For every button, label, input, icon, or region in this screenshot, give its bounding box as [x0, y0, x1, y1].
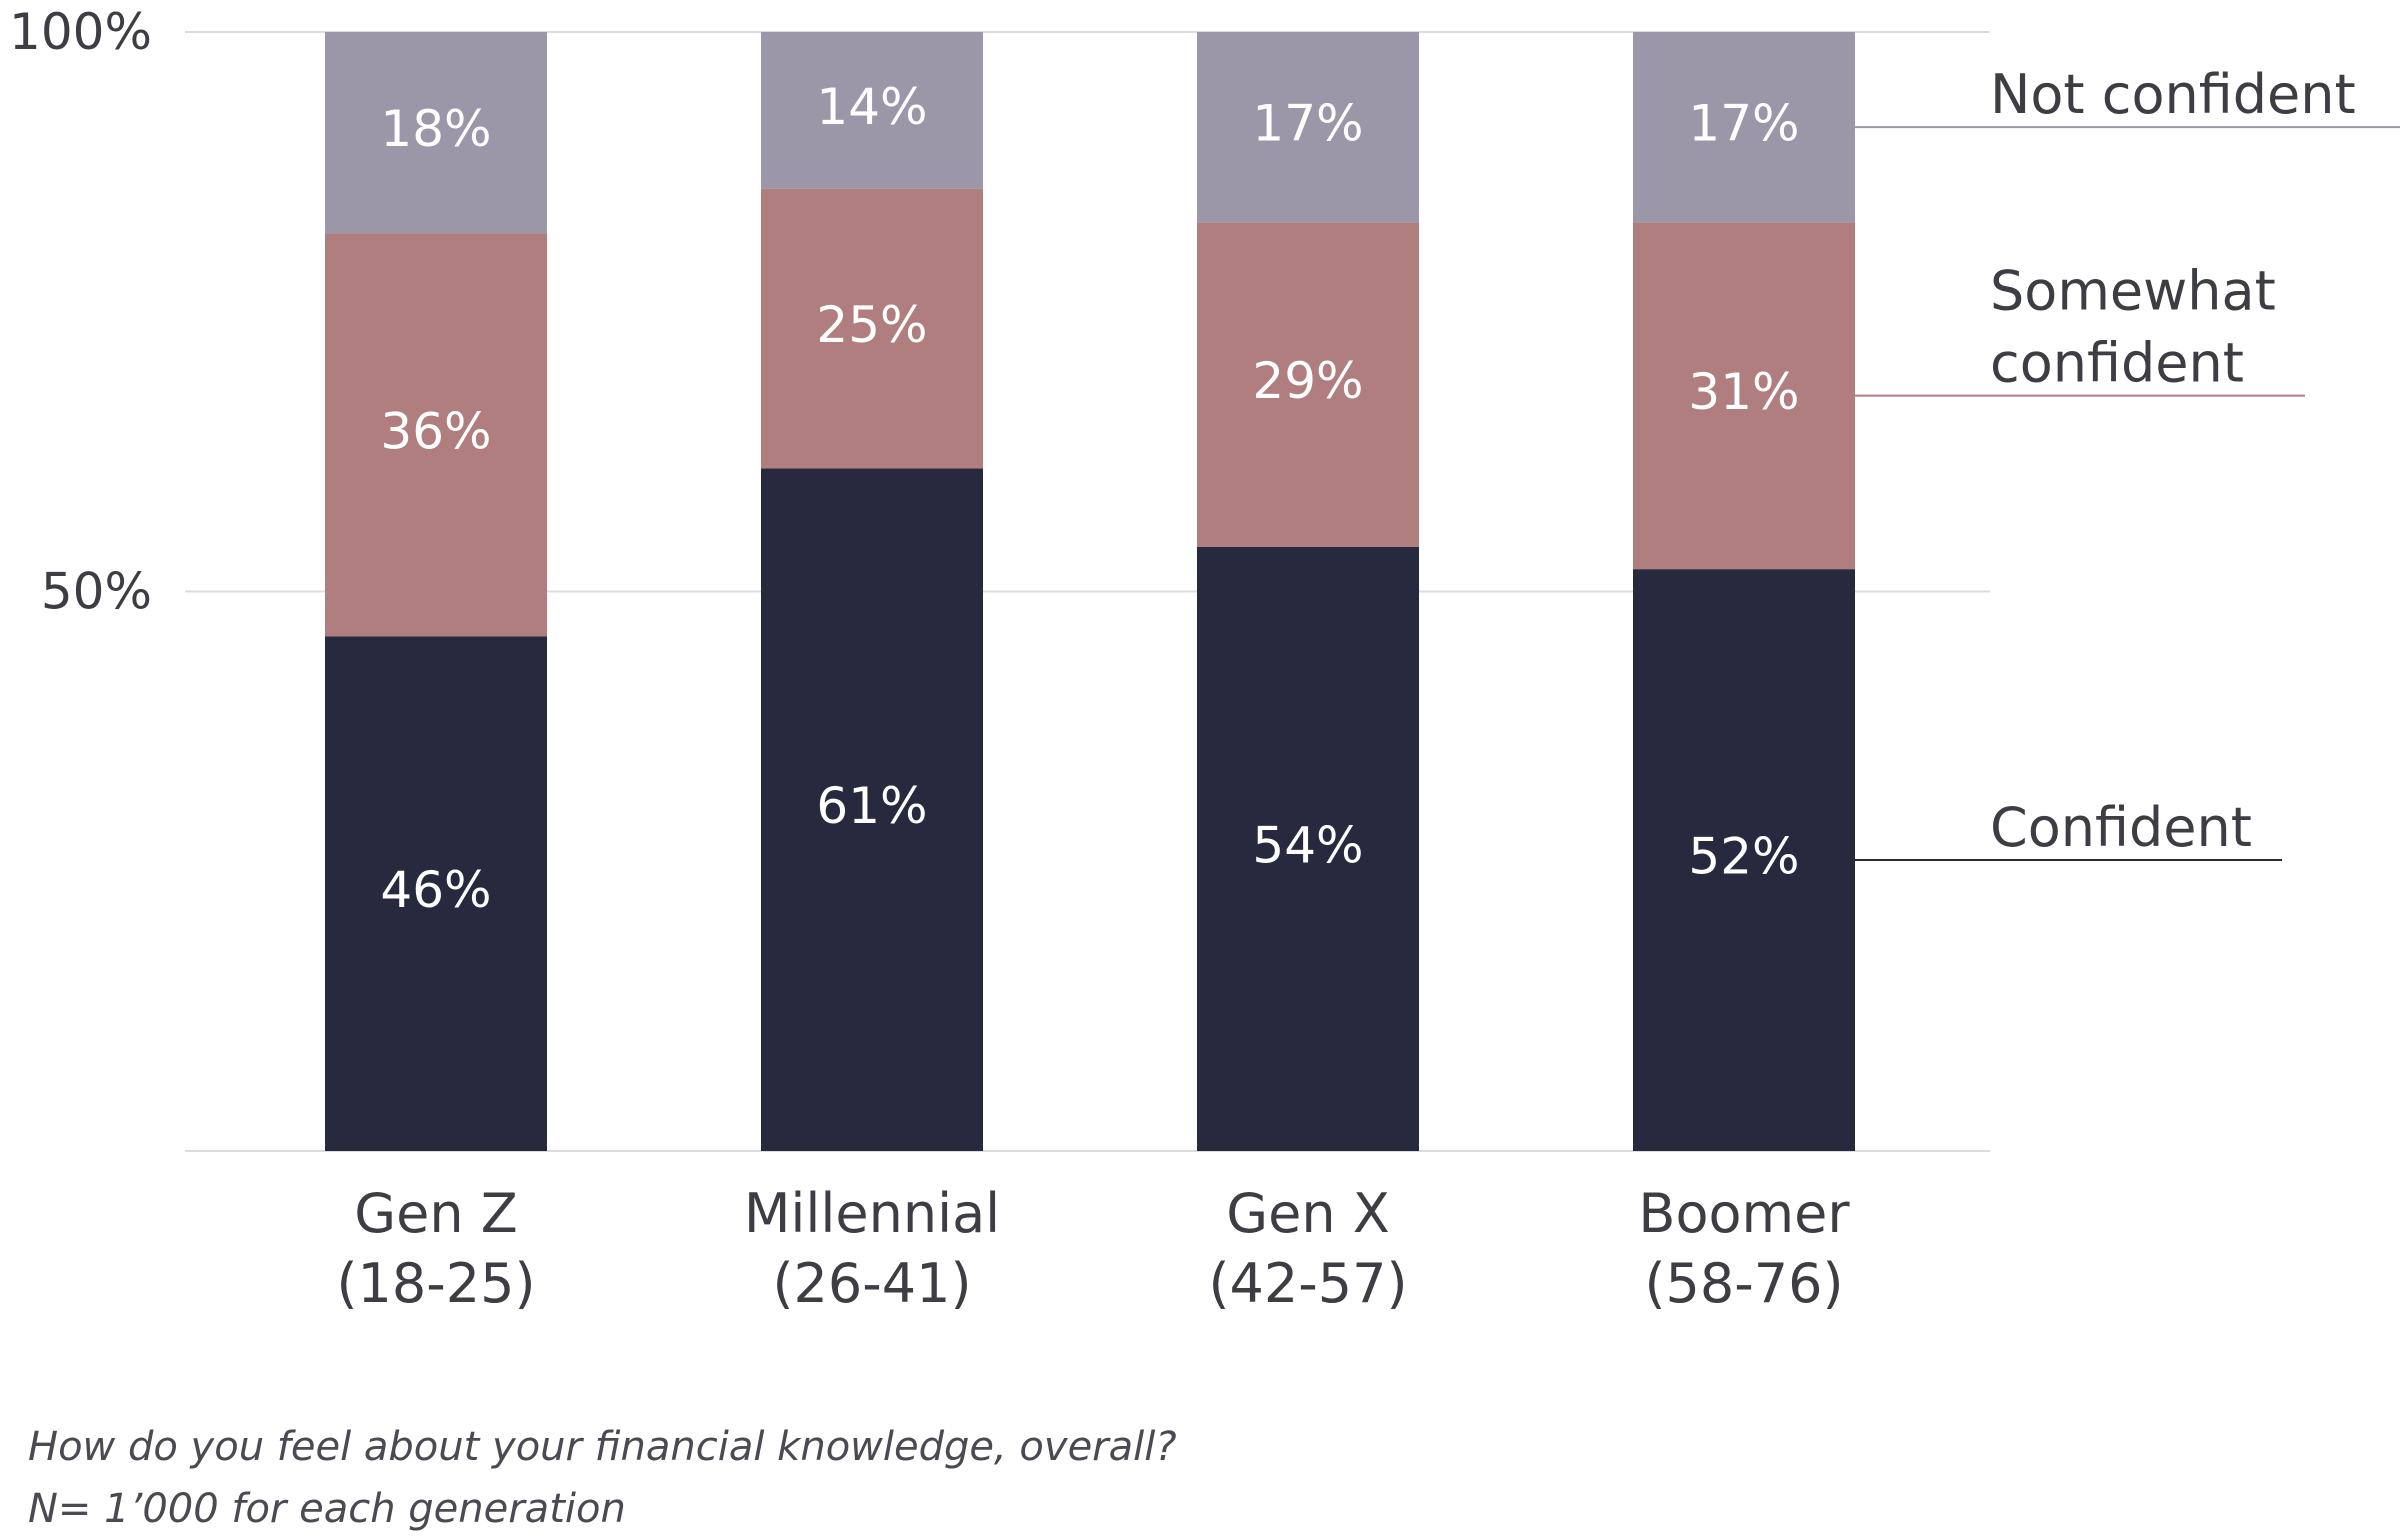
bar-value-label: 29% [1252, 352, 1363, 410]
bar-stack: 54% 29% 17% [1197, 32, 1419, 1151]
bar-segment [761, 32, 983, 189]
category-label-line: (58-76) [1644, 1252, 1843, 1315]
category-label-line: Millennial [744, 1182, 1000, 1245]
legend-label-line: Somewhat [1990, 260, 2276, 323]
bar-value-label: 17% [1252, 95, 1363, 153]
y-tick-label: 100% [9, 3, 152, 61]
bar-stack: 52% 31% 17% [1633, 32, 1855, 1151]
footnote-sample-size: N= 1’000 for each generation [28, 1486, 626, 1532]
category-label: Millennial (26-41) [744, 1182, 1000, 1315]
bar-stack: 61% 25% 14% [761, 32, 983, 1151]
legend-label-line: Not confident [1990, 63, 2356, 126]
bar-segment [1197, 222, 1419, 547]
bar-stack: 46% 36% 18% [325, 32, 547, 1151]
category-labels: Gen Z (18-25) Millennial (26-41) Gen X (42-57… [336, 1182, 1850, 1315]
legend-label-line: Confident [1990, 796, 2252, 859]
category-label: Gen X (42-57) [1208, 1182, 1407, 1315]
legend: Confident Somewhat confident Not confident [1855, 63, 2400, 862]
bar-segment [1197, 546, 1419, 1151]
bar-segment [325, 32, 547, 234]
bar-value-label: 18% [380, 100, 491, 158]
category-label-line: Gen Z [354, 1182, 517, 1245]
legend-item: Not confident [1855, 63, 2400, 129]
legend-label: Confident [1990, 796, 2252, 859]
category-label-line: Boomer [1638, 1182, 1850, 1245]
category-label-line: (42-57) [1208, 1252, 1407, 1315]
legend-label-line: confident [1990, 332, 2244, 395]
bar-segment [1633, 32, 1855, 223]
bar-segment [761, 468, 983, 1151]
category-label-line: Gen X [1226, 1182, 1389, 1245]
category-label-line: (18-25) [336, 1252, 535, 1315]
footnote-question: How do you feel about your financial kno… [28, 1424, 1177, 1470]
legend-label: Somewhat confident [1990, 260, 2276, 395]
bar-value-label: 36% [380, 402, 491, 460]
footnotes: How do you feel about your financial kno… [28, 1424, 1177, 1532]
bars: 46% 36% 18% 61% 25% 14% 54% 29% 17% 52% 31% 17% [325, 32, 1855, 1151]
legend-item: Confident [1855, 796, 2282, 862]
category-label: Boomer (58-76) [1638, 1182, 1850, 1315]
bar-value-label: 25% [816, 296, 927, 354]
legend-label: Not confident [1990, 63, 2356, 126]
y-axis-ticks: 50% 100% [9, 3, 152, 621]
bar-value-label: 17% [1688, 95, 1799, 153]
bar-segment [761, 188, 983, 469]
bar-segment [1633, 569, 1855, 1151]
bar-segment [325, 233, 547, 637]
category-label-line: (26-41) [772, 1252, 971, 1315]
y-tick-label: 50% [41, 563, 152, 621]
bar-value-label: 52% [1688, 828, 1799, 886]
bar-value-label: 31% [1688, 363, 1799, 421]
category-label: Gen Z (18-25) [336, 1182, 535, 1315]
bar-value-label: 61% [816, 777, 927, 835]
bar-value-label: 46% [380, 861, 491, 919]
bar-segment [1633, 222, 1855, 570]
bar-segment [1197, 32, 1419, 223]
legend-item: Somewhat confident [1855, 260, 2305, 397]
bar-value-label: 54% [1252, 816, 1363, 874]
bar-segment [325, 636, 547, 1151]
bar-value-label: 14% [816, 78, 927, 136]
